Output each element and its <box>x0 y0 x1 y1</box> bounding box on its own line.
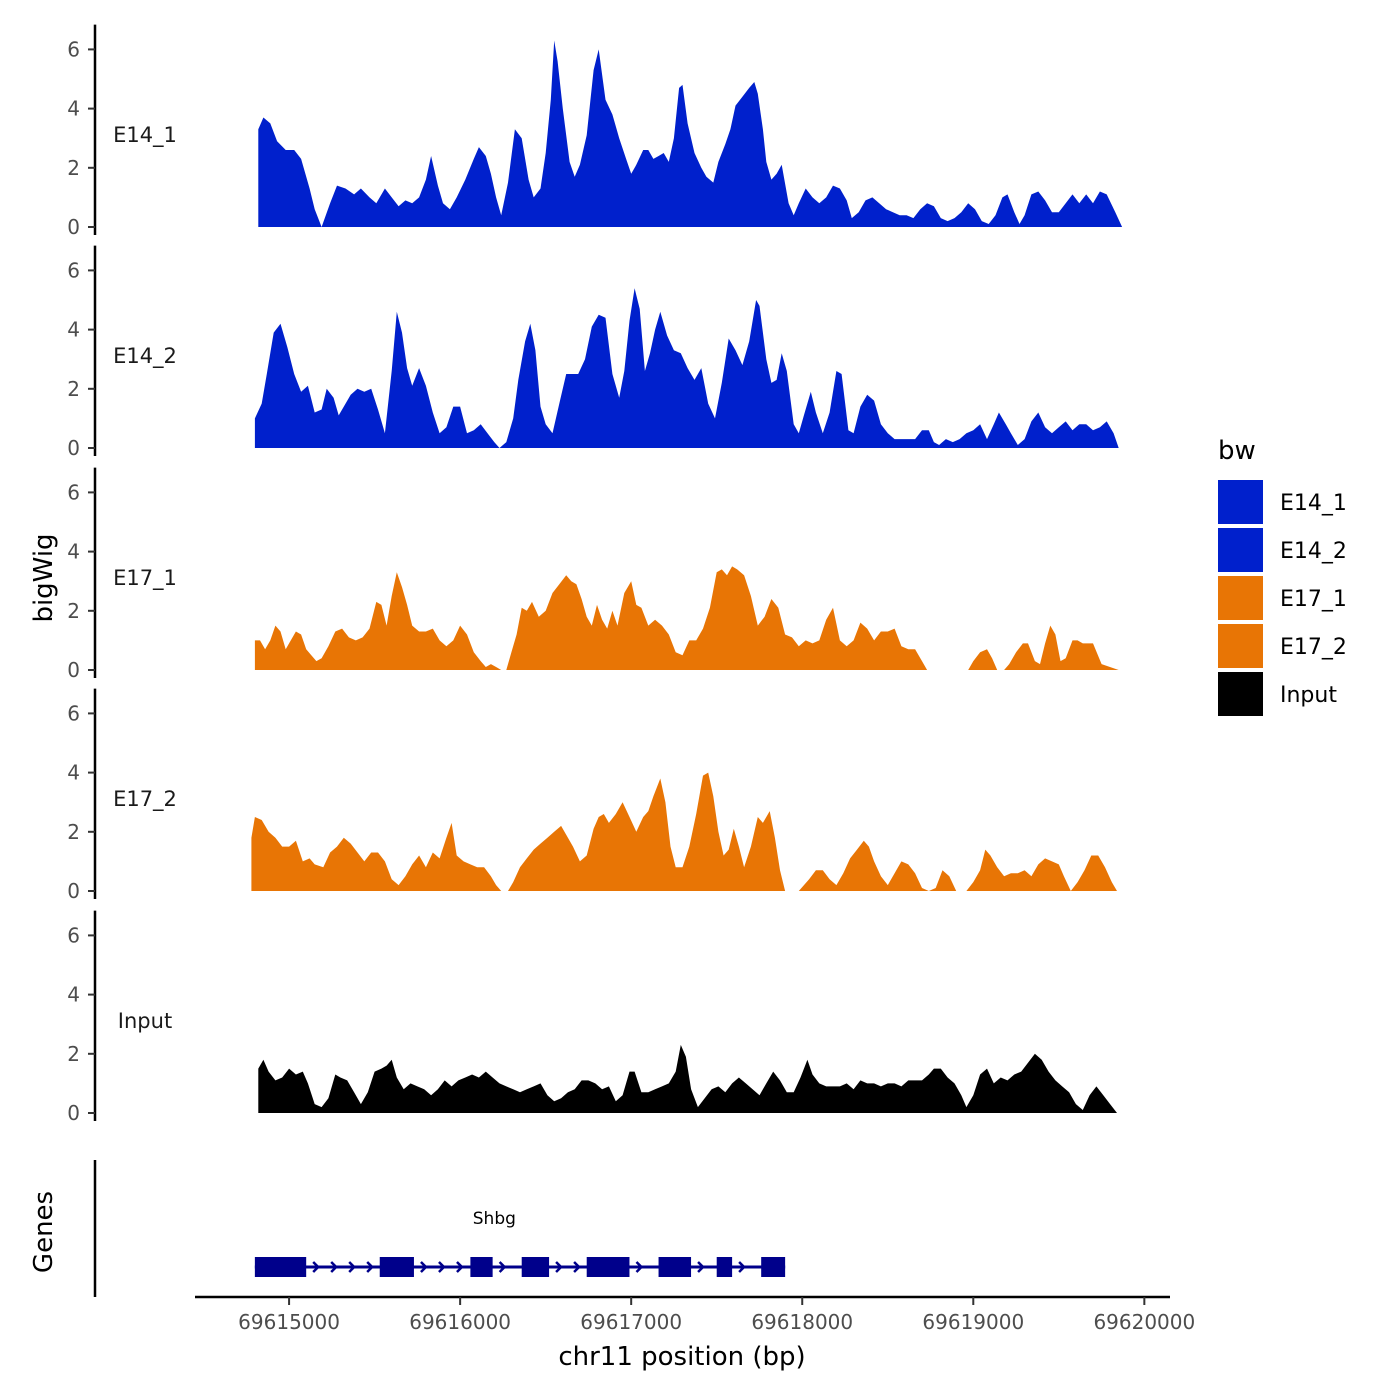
strand-arrow <box>555 1261 563 1273</box>
x-tick-label: 69615000 <box>238 1310 340 1334</box>
strand-arrow <box>348 1261 356 1273</box>
y-tick-label: 4 <box>67 318 80 342</box>
legend-label: E17_2 <box>1280 635 1347 660</box>
y-axis-title: bigWig <box>29 533 59 622</box>
coverage-area-e17-1 <box>254 566 1119 670</box>
strand-arrow <box>697 1261 705 1273</box>
exon <box>379 1257 414 1277</box>
y-tick-label: 2 <box>67 599 80 623</box>
strand-arrow <box>498 1261 507 1273</box>
y-tick-label: 2 <box>67 820 80 844</box>
y-tick-label: 2 <box>67 156 80 180</box>
strand-arrow <box>366 1261 374 1273</box>
y-tick-label: 6 <box>67 258 80 282</box>
y-tick-label: 0 <box>67 658 80 682</box>
y-tick-label: 2 <box>67 377 80 401</box>
track-label: E17_2 <box>113 787 177 812</box>
y-tick-label: 0 <box>67 215 80 239</box>
legend-swatch <box>1218 480 1263 524</box>
y-tick-label: 4 <box>67 761 80 785</box>
track-label: E17_1 <box>113 566 177 591</box>
y-tick-label: 4 <box>67 983 80 1007</box>
y-tick-label: 2 <box>67 1042 80 1066</box>
strand-arrow <box>456 1261 464 1273</box>
track-e17-1: 0 2 4 6 E17_1 <box>67 467 1119 682</box>
x-tick-label: 69620000 <box>1093 1310 1195 1334</box>
coverage-area-input <box>258 1044 1117 1113</box>
strand-arrow <box>312 1261 320 1273</box>
x-axis-title: chr11 position (bp) <box>558 1342 805 1372</box>
exon <box>761 1257 786 1277</box>
legend-label: E14_1 <box>1280 491 1347 516</box>
track-e14-1: 0 2 4 6 E14_1 <box>67 24 1123 239</box>
track-label: E14_1 <box>113 123 177 148</box>
y-tick-label: 4 <box>67 540 80 564</box>
legend-swatch <box>1218 624 1263 668</box>
coverage-area-e14-1 <box>258 40 1123 227</box>
y-tick-label: 0 <box>67 879 80 903</box>
y-tick-label: 6 <box>67 480 80 504</box>
legend-title: bw <box>1218 436 1256 466</box>
legend-label: E17_1 <box>1280 587 1347 612</box>
coverage-tracks: 0 2 4 6 E14_1 0 2 4 6 E14_2 0 2 4 6 E17_1 0 2 4 6 E17_2 0 2 4 6… <box>67 24 1123 1125</box>
legend-label: E14_2 <box>1280 539 1347 564</box>
x-tick-label: 69618000 <box>751 1310 853 1334</box>
exon <box>521 1257 550 1277</box>
coverage-area-e17-2 <box>251 772 1117 891</box>
x-tick-label: 69619000 <box>922 1310 1024 1334</box>
strand-arrow <box>573 1261 581 1273</box>
genes-panel: Shbg <box>93 1160 786 1297</box>
exon <box>470 1257 493 1277</box>
track-label: Input <box>118 1009 172 1033</box>
strand-arrow <box>738 1261 746 1273</box>
y-tick-label: 6 <box>67 37 80 61</box>
exon <box>254 1257 307 1277</box>
legend-swatch <box>1218 672 1263 716</box>
strand-arrow <box>420 1261 428 1273</box>
exon <box>586 1257 630 1277</box>
gene-shbg: Shbg <box>254 1209 786 1277</box>
x-tick-label: 69616000 <box>409 1310 511 1334</box>
y-tick-label: 4 <box>67 97 80 121</box>
legend-label: Input <box>1280 683 1337 708</box>
exon <box>716 1257 733 1277</box>
legend-swatch <box>1218 528 1263 572</box>
strand-arrow <box>438 1261 446 1273</box>
x-axis: 69615000 69616000 69617000 69618000 69619000… <box>195 1295 1195 1334</box>
x-tick-label: 69617000 <box>580 1310 682 1334</box>
legend-swatch <box>1218 576 1263 620</box>
legend: bw E14_1 E14_2 E17_1 E17_2 Input <box>1218 436 1347 716</box>
strand-arrow <box>635 1261 644 1273</box>
exon <box>658 1257 692 1277</box>
y-tick-label: 0 <box>67 436 80 460</box>
track-input: 0 2 4 6 Input <box>67 910 1117 1125</box>
track-e14-2: 0 2 4 6 E14_2 <box>67 245 1119 460</box>
genes-axis-title: Genes <box>29 1191 59 1273</box>
strand-arrow <box>330 1261 338 1273</box>
gene-name-label: Shbg <box>473 1209 516 1229</box>
y-tick-label: 6 <box>67 701 80 725</box>
track-e17-2: 0 2 4 6 E17_2 <box>67 688 1117 903</box>
y-tick-label: 6 <box>67 923 80 947</box>
y-tick-label: 0 <box>67 1101 80 1125</box>
coverage-area-e14-2 <box>254 288 1119 448</box>
track-label: E14_2 <box>113 344 177 369</box>
